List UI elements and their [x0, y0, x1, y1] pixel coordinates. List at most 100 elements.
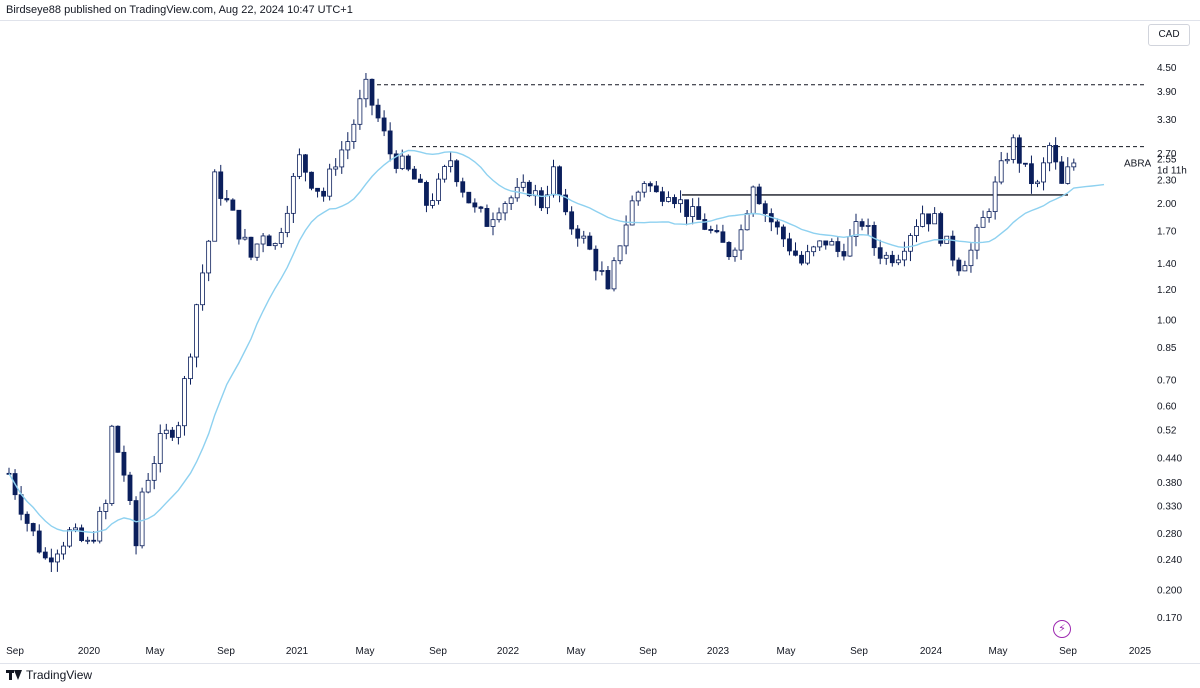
candle-body	[720, 231, 726, 243]
horizontal-levels	[370, 84, 1145, 196]
candle-body	[684, 199, 689, 217]
candle-body	[587, 235, 593, 250]
x-tick-label: Sep	[217, 646, 235, 657]
candle-body	[829, 241, 835, 246]
candle-body	[405, 155, 411, 170]
candle-body	[575, 228, 581, 239]
candle-body	[169, 429, 175, 438]
x-tick-label: 2024	[920, 646, 943, 657]
candle-body	[1010, 137, 1016, 160]
candle-body	[932, 213, 938, 225]
candle-body	[762, 203, 768, 214]
y-tick-label: 0.60	[1157, 401, 1177, 412]
candle-body	[430, 200, 435, 206]
candle-body	[97, 511, 103, 542]
candle-body	[194, 304, 199, 358]
candle-body	[309, 171, 314, 189]
candle-body	[85, 539, 91, 542]
lightning-icon[interactable]: ⚡	[1053, 620, 1071, 638]
y-tick-label: 1.20	[1157, 285, 1177, 296]
candle-body	[526, 181, 532, 197]
candle-body	[672, 197, 677, 205]
candle-body	[103, 503, 109, 512]
candle-body	[351, 123, 357, 143]
candle-body	[660, 191, 665, 202]
candle-body	[466, 191, 472, 204]
candle-body	[61, 545, 66, 555]
y-tick-label: 0.85	[1157, 343, 1177, 354]
candle-body	[666, 197, 671, 202]
candle-body	[895, 259, 901, 264]
y-tick-label: 2.70	[1157, 149, 1177, 160]
candle-body	[835, 241, 841, 252]
candle-body	[847, 236, 853, 257]
y-tick-label: 0.380	[1157, 478, 1182, 489]
candle-body	[182, 378, 187, 427]
candle-body	[986, 211, 992, 218]
candle-body	[653, 185, 659, 193]
candle-body	[563, 194, 568, 213]
candle-body	[605, 270, 611, 290]
candle-body	[520, 181, 526, 188]
candle-body	[369, 78, 375, 106]
candle-body	[1053, 145, 1059, 163]
candle-body	[163, 429, 169, 434]
candle-body	[278, 232, 284, 244]
candle-body	[744, 213, 750, 231]
candle-body	[73, 527, 78, 531]
candle-body	[774, 221, 780, 228]
candle-body	[508, 197, 514, 204]
candle-body	[926, 213, 931, 225]
candle-body	[732, 249, 738, 258]
candle-body	[30, 523, 36, 532]
candle-body	[539, 190, 544, 209]
candle-body	[296, 154, 302, 177]
candle-body	[236, 209, 242, 240]
candle-body	[841, 251, 847, 257]
candle-body	[218, 171, 224, 199]
x-tick-label: 2022	[497, 646, 520, 657]
candle-body	[853, 221, 859, 238]
currency-button[interactable]: CAD	[1148, 24, 1190, 46]
candle-body	[36, 530, 42, 553]
x-tick-label: Sep	[1059, 646, 1077, 657]
candle-body	[502, 203, 508, 214]
candle-body	[375, 104, 381, 119]
candle-body	[678, 199, 683, 205]
candle-body	[206, 240, 212, 274]
y-tick-label: 0.52	[1157, 425, 1177, 436]
candle-body	[1065, 166, 1071, 184]
candle-body	[484, 208, 490, 227]
candle-body	[327, 168, 333, 197]
candle-body	[460, 181, 466, 193]
candle-body	[617, 245, 623, 262]
x-tick-label: Sep	[429, 646, 447, 657]
candle-body	[956, 259, 962, 272]
x-tick-label: 2025	[1129, 646, 1152, 657]
candle-body	[24, 513, 30, 524]
candle-body	[321, 190, 327, 197]
candle-body	[448, 160, 454, 167]
candle-body	[920, 213, 925, 227]
candle-body	[1029, 163, 1034, 185]
candle-body	[284, 212, 290, 234]
candle-body	[599, 270, 605, 272]
x-tick-label: May	[356, 646, 375, 657]
candle-body	[315, 187, 320, 192]
candle-body	[424, 182, 429, 206]
candle-body	[902, 250, 907, 261]
candle-body	[151, 463, 157, 481]
symbol-label: ABRA	[1124, 158, 1152, 169]
candle-body	[48, 557, 54, 563]
y-tick-label: 2.30	[1157, 176, 1177, 187]
candle-body	[1047, 145, 1052, 164]
candle-body	[91, 539, 97, 542]
candle-body	[303, 154, 308, 173]
x-tick-label: Sep	[639, 646, 657, 657]
candle-body	[55, 553, 60, 563]
candle-body	[496, 212, 502, 221]
x-tick-label: 2020	[78, 646, 101, 657]
candle-body	[750, 186, 756, 214]
candle-body	[248, 236, 254, 258]
